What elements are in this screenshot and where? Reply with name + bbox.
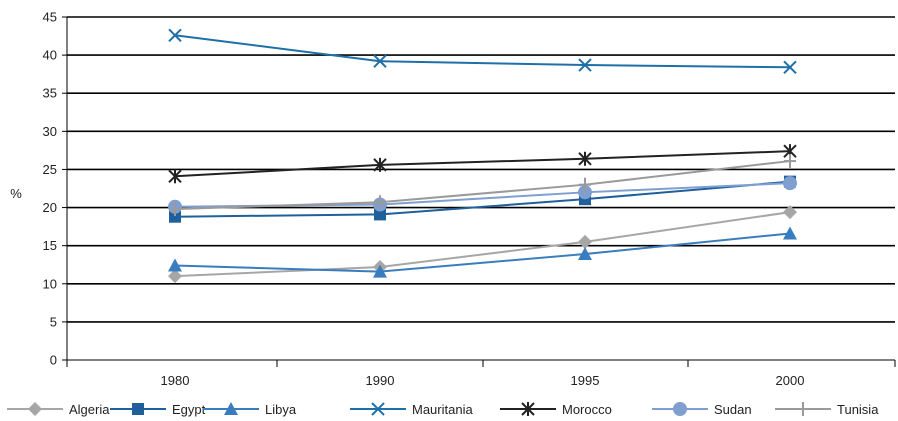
data-point [578,247,592,261]
data-point [797,402,809,416]
legend-item-algeria: Algeria [7,402,110,417]
y-tick-label: 25 [43,162,57,177]
legend-label: Tunisia [837,402,879,417]
data-point [578,234,592,249]
series-lines [168,28,797,284]
y-tick-label: 5 [50,314,57,329]
data-point [169,202,181,217]
data-point [168,258,182,272]
data-point [28,402,42,416]
legend-item-sudan: Sudan [652,402,752,417]
series-line [174,34,791,69]
legend-label: Sudan [714,402,752,417]
data-point [578,58,592,72]
legend-item-tunisia: Tunisia [775,402,879,417]
x-axis-ticks: 1980 1990 1995 2000 [161,373,805,388]
data-point [783,60,797,75]
data-point [578,151,592,166]
data-point [374,208,386,221]
y-axis-label: % [10,186,22,201]
x-tick-label: 1990 [366,373,395,388]
data-point [578,185,592,200]
data-point [374,195,386,210]
legend-item-libya: Libya [203,402,297,417]
y-tick-label: 15 [43,238,57,253]
y-tick-label: 40 [43,48,57,63]
y-tick-label: 0 [50,353,57,368]
data-point [168,269,182,284]
axes [66,17,896,367]
legend-label: Egypt [172,402,206,417]
series-libya [168,226,797,278]
data-point [521,402,535,416]
y-tick-label: 35 [43,86,57,101]
data-point [373,264,387,278]
legend: Algeria Egypt Libya Mauritania Morocco Sudan T… [7,402,879,417]
data-point [783,176,797,191]
series-algeria [168,205,797,284]
x-tick-label: 1980 [161,373,190,388]
series-mauritania [168,28,797,75]
series-line [174,180,791,218]
series-line [174,232,791,273]
legend-label: Algeria [69,402,110,417]
legend-label: Mauritania [412,402,473,417]
data-point [132,403,144,415]
data-point [169,210,181,223]
data-point [673,402,687,416]
legend-item-egypt: Egypt [110,402,206,417]
legend-item-mauritania: Mauritania [350,402,473,417]
series-line [174,160,791,211]
y-tick-label: 45 [43,10,57,25]
series-line [174,182,791,208]
data-point [224,402,238,415]
data-point [373,157,387,172]
series-tunisia [169,154,796,217]
data-point [783,226,797,240]
data-point [168,28,182,43]
legend-label: Morocco [562,402,612,417]
gridlines [62,16,895,361]
data-point [783,205,797,220]
data-point [579,177,591,192]
series-line [174,150,791,178]
data-point [373,54,387,68]
legend-item-morocco: Morocco [500,402,612,417]
y-tick-label: 10 [43,276,57,291]
y-axis-ticks: 0 5 10 15 20 25 30 35 40 45 [43,10,57,368]
series-line [174,211,791,278]
legend-label: Libya [265,402,297,417]
x-tick-label: 1995 [571,373,600,388]
data-point [168,169,182,184]
x-tick-label: 2000 [776,373,805,388]
y-tick-label: 20 [43,200,57,215]
y-tick-label: 30 [43,124,57,139]
data-point [371,402,385,416]
data-point [784,154,796,169]
series-morocco [168,144,797,184]
